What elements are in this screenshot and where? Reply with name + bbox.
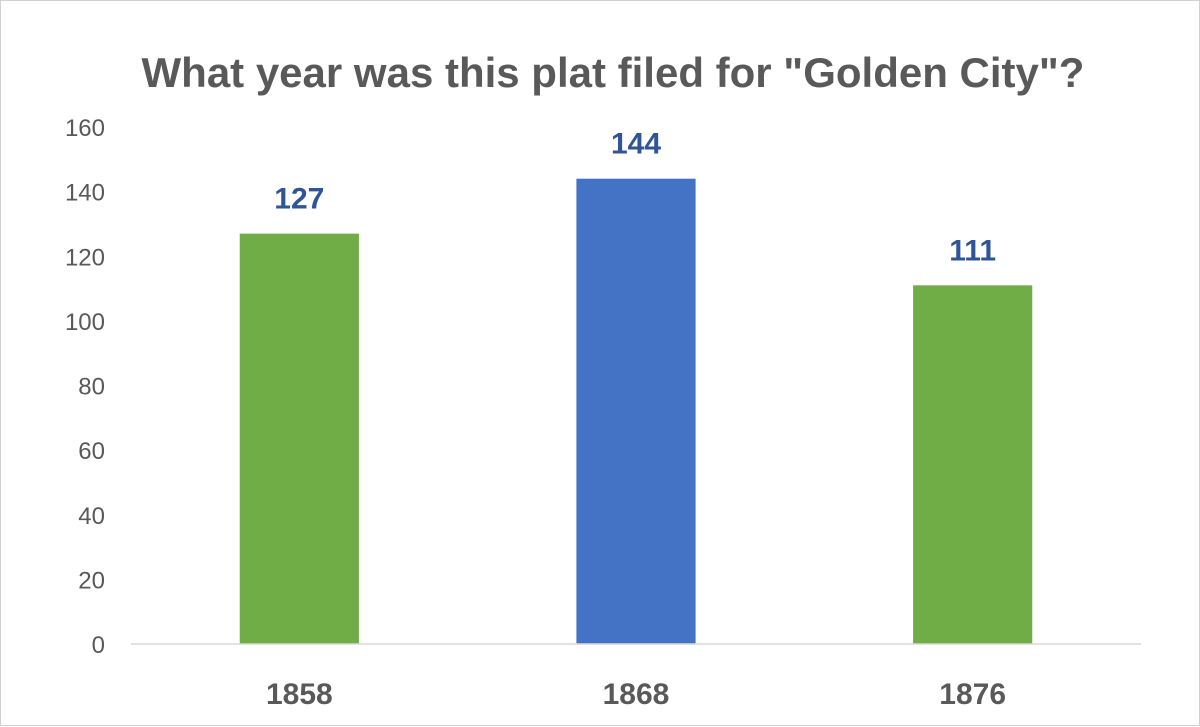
y-tick-label: 40 [78, 503, 105, 530]
y-tick-label: 120 [65, 244, 105, 271]
data-label-1876: 111 [949, 234, 996, 267]
x-tick-label-1876: 1876 [939, 678, 1006, 711]
bars [239, 178, 1033, 644]
data-labels: 127 144 111 [274, 128, 996, 268]
bar-1868 [576, 178, 696, 644]
y-axis: 0 20 40 60 80 100 120 140 160 [65, 115, 105, 659]
y-tick-label: 0 [92, 632, 105, 659]
y-tick-label: 60 [78, 438, 105, 465]
y-tick-label: 20 [78, 567, 105, 594]
data-label-1868: 144 [611, 128, 661, 161]
chart-title: What year was this plat filed for "Golde… [142, 49, 1085, 96]
x-tick-label-1868: 1868 [603, 678, 670, 711]
y-tick-label: 80 [78, 374, 105, 401]
bar-1876 [913, 285, 1033, 644]
y-tick-label: 160 [65, 115, 105, 142]
y-tick-label: 100 [65, 309, 105, 336]
bar-1858 [239, 233, 359, 644]
data-label-1858: 127 [274, 183, 324, 216]
y-tick-label: 140 [65, 180, 105, 207]
x-axis: 1858 1868 1876 [131, 643, 1141, 711]
x-tick-label-1858: 1858 [266, 678, 333, 711]
